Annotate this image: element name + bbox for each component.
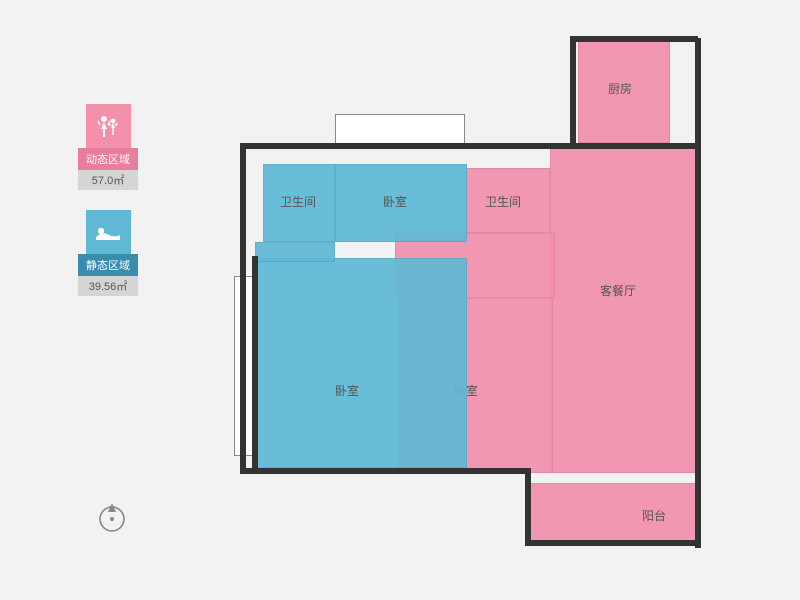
room-living (550, 143, 700, 473)
legend-panel: 动态区域 57.0㎡ 静态区域 39.56㎡ (78, 104, 138, 316)
compass-icon (95, 500, 129, 539)
window-ledge (335, 114, 465, 146)
wall-segment (570, 36, 698, 42)
legend-static: 静态区域 39.56㎡ (78, 210, 138, 296)
wall-segment (240, 143, 700, 149)
room-label-kitchen: 厨房 (608, 80, 632, 97)
wall-segment (252, 256, 258, 470)
wall-segment (570, 36, 576, 146)
room-balcony (528, 483, 700, 541)
sleep-icon (86, 210, 131, 255)
room-label-bed1: 卧室 (383, 193, 407, 210)
wall-segment (240, 468, 530, 474)
wall-segment (525, 468, 531, 546)
people-icon (86, 104, 131, 149)
wall-segment (525, 540, 701, 546)
room-label-living: 客餐厅 (600, 282, 636, 299)
room-label-bath2: 卫生间 (485, 193, 521, 210)
wall-segment (240, 143, 246, 473)
wall-segment (695, 38, 701, 548)
room-label-balcony: 阳台 (642, 507, 666, 524)
legend-static-value: 39.56㎡ (78, 276, 138, 296)
legend-dynamic-label: 动态区域 (78, 148, 138, 170)
room-label-bed2: 卧室 (335, 382, 359, 399)
room-label-bath1: 卫生间 (280, 193, 316, 210)
room-bed2_ext (255, 242, 335, 262)
legend-dynamic: 动态区域 57.0㎡ (78, 104, 138, 190)
legend-static-label: 静态区域 (78, 254, 138, 276)
room-bed2 (255, 258, 467, 468)
legend-dynamic-value: 57.0㎡ (78, 170, 138, 190)
floorplan: 厨房卫生间客餐厅卧室阳台卫生间卧室卧室 (240, 28, 740, 568)
